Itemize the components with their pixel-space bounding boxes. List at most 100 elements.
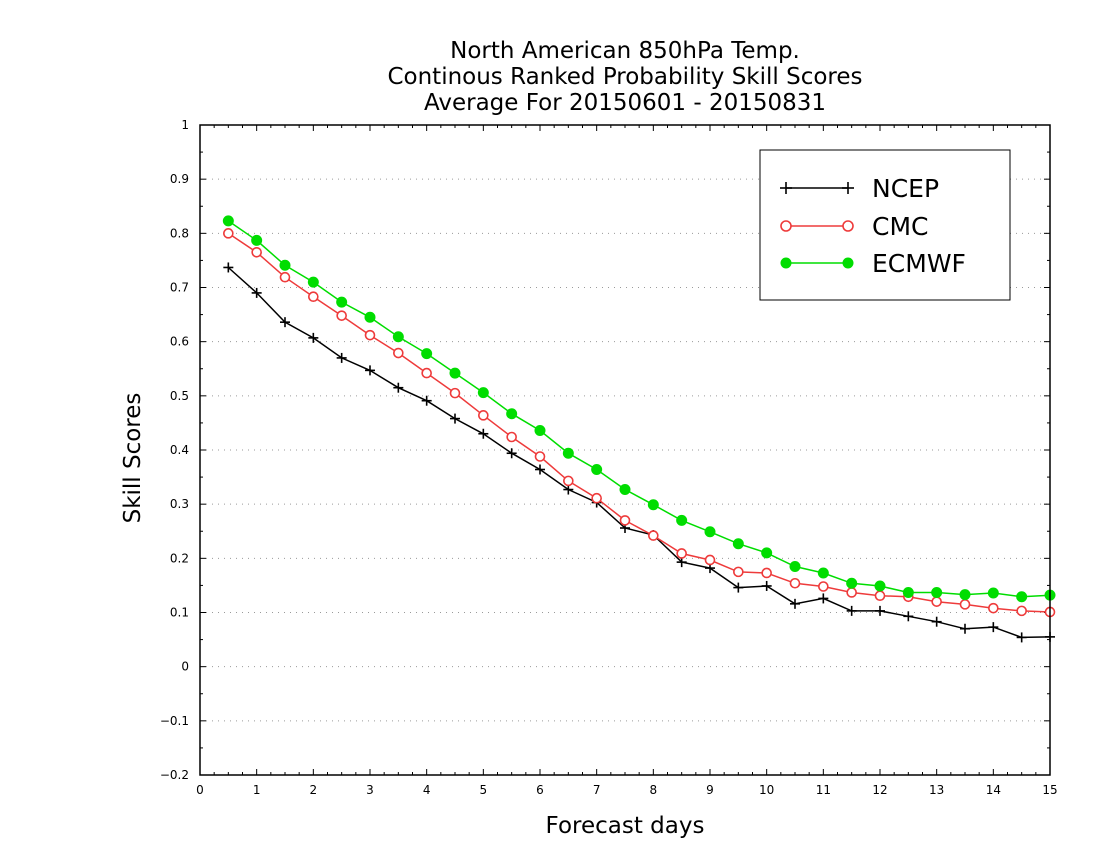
series-ncep-marker — [676, 557, 687, 568]
series-ncep-marker — [733, 582, 744, 593]
legend-ecmwf-right-marker — [842, 257, 854, 269]
series-ecmwf-marker — [392, 331, 404, 343]
x-tick-label: 8 — [650, 783, 658, 797]
x-tick-label: 0 — [196, 783, 204, 797]
y-axis-label: Skill Scores — [120, 393, 146, 524]
series-ncep-marker — [1016, 632, 1027, 643]
x-tick-label: 5 — [480, 783, 488, 797]
axis-ticks — [199, 124, 1051, 776]
legend-cmc-right-marker — [842, 220, 854, 232]
y-tick-label: 0.3 — [170, 497, 189, 511]
series-ecmwf-marker — [959, 589, 971, 601]
y-tick-label: 0.8 — [170, 226, 189, 240]
series-ecmwf-marker — [421, 348, 433, 360]
legend-ncep-label: NCEP — [872, 174, 939, 203]
series-ncep-marker — [846, 605, 857, 616]
chart-title: North American 850hPa Temp. Continous Ra… — [387, 38, 862, 116]
series-ecmwf-marker — [307, 276, 319, 288]
series-ncep-marker — [988, 622, 999, 633]
series-cmc-marker — [534, 451, 546, 462]
series-ncep-marker — [790, 598, 800, 609]
series-ncep-marker — [506, 448, 517, 459]
series-ecmwf-marker — [591, 464, 603, 475]
legend-entry-ncep: NCEP — [780, 174, 939, 203]
y-axis-tick-labels: −0.2 −0.1 0 0.1 0.2 0.3 0.4 0.5 0.6 0.7 0.8 0.9 1 — [160, 118, 189, 782]
y-tick-label: 1 — [181, 118, 189, 132]
series-ecmwf-marker — [704, 526, 716, 538]
series-cmc-marker — [931, 596, 942, 607]
x-tick-label: 9 — [706, 783, 714, 797]
x-tick-label: 11 — [816, 783, 831, 797]
x-axis-label: Forecast days — [546, 813, 705, 839]
series-cmc-marker — [279, 271, 291, 283]
series-ncep-marker — [931, 616, 942, 627]
plot-frame — [199, 124, 1051, 776]
series-ecmwf-marker — [1016, 591, 1028, 603]
series-ncep-marker — [535, 464, 545, 475]
series-ncep-marker — [308, 332, 319, 343]
series-ecmwf-marker — [477, 387, 489, 399]
series-cmc-marker — [676, 548, 687, 559]
series-cmc-marker — [988, 602, 999, 614]
legend-entries: NCEP CMC ECMWF — [780, 174, 966, 278]
x-tick-label: 6 — [536, 783, 544, 797]
series-cmc-marker — [223, 228, 234, 239]
series-cmc-marker — [1016, 605, 1027, 617]
series-ncep-marker — [393, 382, 404, 393]
series-ecmwf-marker — [874, 580, 886, 592]
series-ecmwf-marker — [931, 586, 943, 598]
legend-cmc-left-marker — [780, 220, 792, 232]
series-cmc-marker — [364, 329, 376, 341]
y-tick-label: −0.2 — [160, 768, 189, 782]
series-cmc-marker — [789, 577, 801, 589]
x-tick-label: 15 — [1042, 783, 1057, 797]
series-ecmwf-marker — [534, 425, 546, 436]
series-cmc-marker — [704, 554, 716, 566]
series-ncep-marker — [478, 428, 489, 439]
series-ncep-marker — [251, 287, 262, 298]
series-ncep-marker — [903, 611, 914, 622]
x-tick-label: 12 — [872, 783, 887, 797]
series-ecmwf-marker — [902, 586, 914, 598]
legend-ncep-left-marker — [780, 182, 792, 194]
series-cmc-marker — [251, 246, 262, 258]
series-cmc-marker — [478, 410, 489, 421]
x-axis-tick-labels: 0 1 2 3 4 5 6 7 8 9 10 11 12 13 14 15 — [196, 783, 1057, 797]
series-cmc-marker — [308, 291, 319, 303]
series-ecmwf-marker — [817, 567, 829, 579]
series-ecmwf-marker — [222, 215, 234, 227]
x-tick-label: 13 — [929, 783, 944, 797]
series-cmc-marker — [506, 431, 517, 443]
y-tick-label: 0.5 — [170, 389, 189, 403]
series-ncep-marker — [875, 605, 885, 616]
series-ecmwf-marker — [562, 447, 574, 459]
legend-ecmwf-left-marker — [780, 257, 792, 269]
series-ncep-line — [227, 266, 1051, 639]
series-ecmwf-marker — [732, 538, 744, 550]
series-cmc-marker — [761, 567, 772, 579]
series-ecmwf-marker — [676, 514, 688, 526]
y-tick-label: −0.1 — [160, 714, 189, 728]
series-ncep-marker — [336, 352, 347, 363]
series-ecmwf-marker — [506, 408, 518, 420]
series-ecmwf-marker — [619, 484, 631, 496]
series-ncep — [223, 262, 1055, 643]
series-ncep-marker — [421, 395, 432, 406]
series-cmc-marker — [818, 581, 829, 592]
series-cmc-marker — [648, 530, 659, 541]
series-ecmwf-marker — [761, 547, 773, 559]
series-cmc-marker — [619, 515, 631, 526]
series-cmc-marker — [421, 367, 432, 379]
x-tick-label: 14 — [986, 783, 1001, 797]
series-ncep-marker — [563, 484, 574, 495]
series-ecmwf-marker — [336, 296, 348, 308]
x-tick-label: 4 — [423, 783, 431, 797]
y-tick-label: 0.4 — [170, 443, 189, 457]
legend-entry-cmc: CMC — [780, 212, 928, 241]
legend-box — [759, 149, 1011, 301]
series-cmc-marker — [591, 492, 602, 504]
legend-ncep-right-marker — [842, 182, 854, 194]
x-tick-label: 1 — [253, 783, 261, 797]
series-ecmwf-marker — [449, 367, 461, 379]
series-ncep-marker — [223, 262, 234, 273]
